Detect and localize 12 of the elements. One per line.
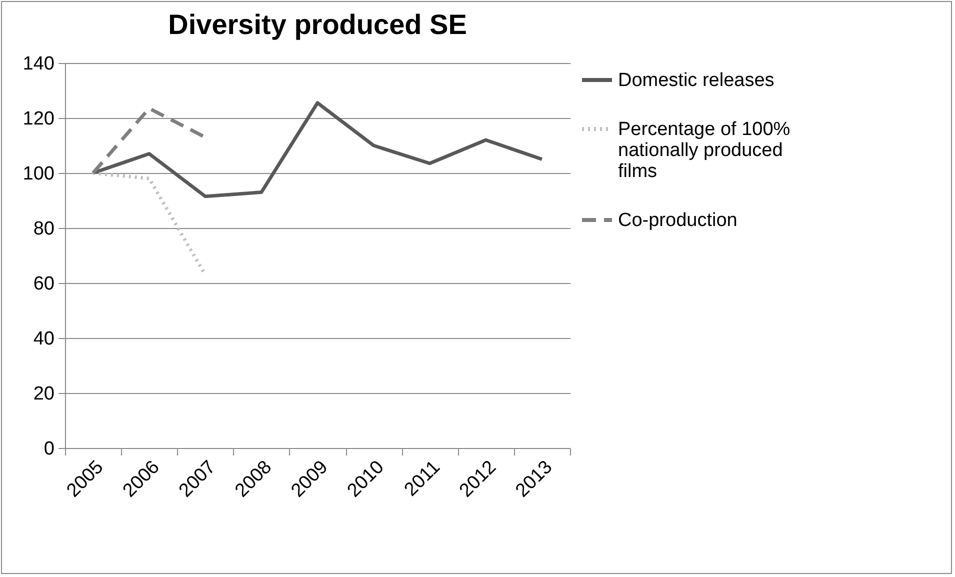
y-tick-label: 80: [33, 218, 54, 240]
y-tick-label: 40: [33, 328, 54, 350]
y-tick-label: 140: [22, 54, 54, 74]
y-tick-label: 60: [33, 274, 54, 294]
chart-title: Diversity produced SE: [168, 9, 467, 40]
y-tick-label: 0: [44, 438, 54, 460]
y-tick-label: 100: [22, 164, 54, 184]
y-tick-label: 120: [22, 108, 54, 130]
y-tick-label: 20: [33, 384, 54, 404]
legend-label: Co-production: [618, 210, 738, 231]
legend-label: Percentage of 100% nationally produced films: [618, 119, 790, 182]
legend-label: Domestic releases: [618, 70, 774, 91]
